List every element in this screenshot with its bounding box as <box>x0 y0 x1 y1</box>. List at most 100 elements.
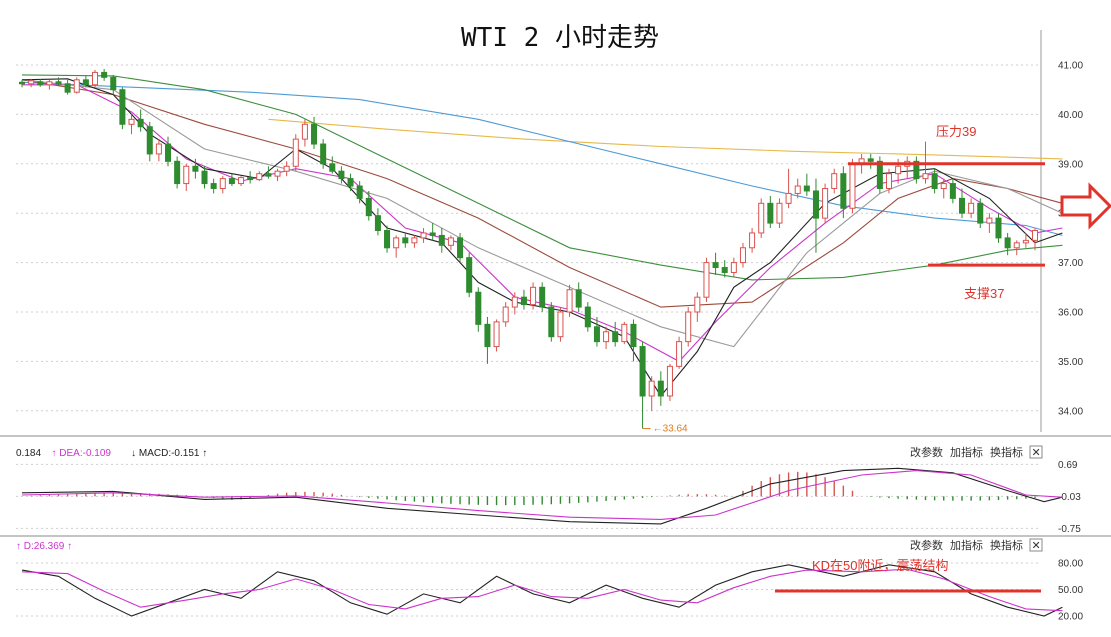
candle-down <box>37 81 44 86</box>
candle-down <box>593 326 600 343</box>
y-tick-label: 0.69 <box>1058 460 1078 471</box>
candle-up <box>1013 242 1020 249</box>
moving-average-line-4 <box>22 84 1063 363</box>
candle-up <box>274 170 281 177</box>
candle-up <box>28 80 35 85</box>
indicator-headers: 0.184 ↑ DEA:-0.109 ↓ MACD:-0.151 ↑ ↑ D:26.3… <box>16 448 207 552</box>
kd-annotation: KD在50附近，震荡结构 <box>812 558 949 573</box>
candle-up <box>238 177 245 185</box>
candle-down <box>995 217 1002 239</box>
kd-series-line-0 <box>21 564 1063 617</box>
candle-up <box>749 232 756 249</box>
candle-up <box>46 81 53 86</box>
toolbar-params-button[interactable]: 改参数 <box>910 538 943 552</box>
candle-up <box>822 188 829 219</box>
candle-down <box>438 234 445 246</box>
candle-up <box>1031 229 1039 241</box>
chart-title: WTI 2 小时走势 <box>461 23 659 53</box>
candle-up <box>831 173 838 189</box>
moving-averages <box>21 74 1063 397</box>
candle-up <box>849 163 856 209</box>
candle-up <box>502 306 509 323</box>
candle-down <box>949 183 956 199</box>
indicator-header-part: ↑ DEA:-0.109 <box>52 448 112 459</box>
candle-down <box>228 178 235 185</box>
candle-up <box>155 143 162 155</box>
candle-up <box>91 71 99 86</box>
candle-up <box>685 311 692 343</box>
candle-down <box>657 380 664 397</box>
moving-average-line-0 <box>268 118 1063 160</box>
y-tick-label: 35.00 <box>1058 357 1083 368</box>
candle-up <box>794 185 801 194</box>
toolbar-add-indicator-button[interactable]: 加指标 <box>950 538 983 552</box>
close-button[interactable] <box>1029 538 1043 552</box>
candle-up <box>885 173 892 189</box>
resistance-label: 压力39 <box>936 124 976 139</box>
y-tick-label: 50.00 <box>1058 585 1083 596</box>
candle-down <box>338 170 345 180</box>
arrow-shape <box>1060 182 1111 230</box>
right-arrow-icon <box>1060 182 1111 230</box>
indicator-header-part: 0.184 <box>16 448 41 459</box>
y-tick-label: -0.75 <box>1058 524 1081 535</box>
candle-down <box>210 183 217 189</box>
candle-up <box>922 173 929 180</box>
candle-up <box>666 365 673 397</box>
candle-up <box>183 165 190 185</box>
candle-up <box>511 296 518 308</box>
y-tick-label: 20.00 <box>1058 612 1083 623</box>
kd-lines <box>21 564 1063 617</box>
candle-down <box>812 190 819 219</box>
candle-down <box>539 286 546 308</box>
candle-down <box>55 81 62 85</box>
candle-up <box>648 380 655 397</box>
annotations: ←33.64 压力39 支撑37 KD在50附近，震荡结构 <box>642 124 1045 593</box>
candle-up <box>703 262 710 298</box>
candle-up <box>694 296 701 313</box>
candle-down <box>630 323 637 348</box>
candle-down <box>520 296 527 306</box>
macd-lines <box>21 467 1063 525</box>
candle-down <box>64 83 71 93</box>
y-tick-label: 39.00 <box>1058 159 1083 170</box>
candle-up <box>557 311 564 338</box>
candle-down <box>958 197 966 214</box>
candle-down <box>931 173 938 189</box>
support-label: 支撑37 <box>964 286 1004 301</box>
candle-down <box>110 76 117 91</box>
candle-up <box>968 202 975 214</box>
close-button[interactable] <box>1029 445 1043 459</box>
indicator-header-part: ↓ MACD:-0.151 ↑ <box>131 448 207 459</box>
candle-down <box>174 160 181 185</box>
close-icon[interactable]: ✕ <box>1032 540 1041 552</box>
moving-average-line-1 <box>21 81 1063 236</box>
candle-down <box>201 170 208 185</box>
candle-down <box>457 237 464 259</box>
candle-up <box>219 178 226 189</box>
candle-down <box>365 197 372 217</box>
candle-down <box>329 163 336 172</box>
toolbar-switch-indicator-button[interactable]: 换指标 <box>990 538 1023 552</box>
moving-average-line-6 <box>21 78 1063 397</box>
kd-series-line-1 <box>21 568 1063 612</box>
macd-histogram <box>21 471 1036 506</box>
candle-up <box>785 192 792 204</box>
candle-up <box>676 341 683 367</box>
candle-up <box>283 165 290 172</box>
candle-up <box>256 173 263 181</box>
candle-up <box>986 217 993 224</box>
toolbar-switch-indicator-button[interactable]: 换指标 <box>990 445 1023 459</box>
y-tick-label: -0.03 <box>1058 492 1081 503</box>
moving-average-line-3 <box>21 79 1063 308</box>
candle-up <box>621 323 628 343</box>
candle-down <box>18 81 26 85</box>
close-icon[interactable]: ✕ <box>1032 447 1041 459</box>
toolbar-add-indicator-button[interactable]: 加指标 <box>950 445 983 459</box>
indicator-toolbars[interactable]: 改参数 加指标 换指标 ✕改参数 加指标 换指标 ✕ <box>910 445 1043 552</box>
candle-up <box>739 247 746 264</box>
candle-up <box>1022 239 1029 244</box>
toolbar-params-button[interactable]: 改参数 <box>910 445 943 459</box>
